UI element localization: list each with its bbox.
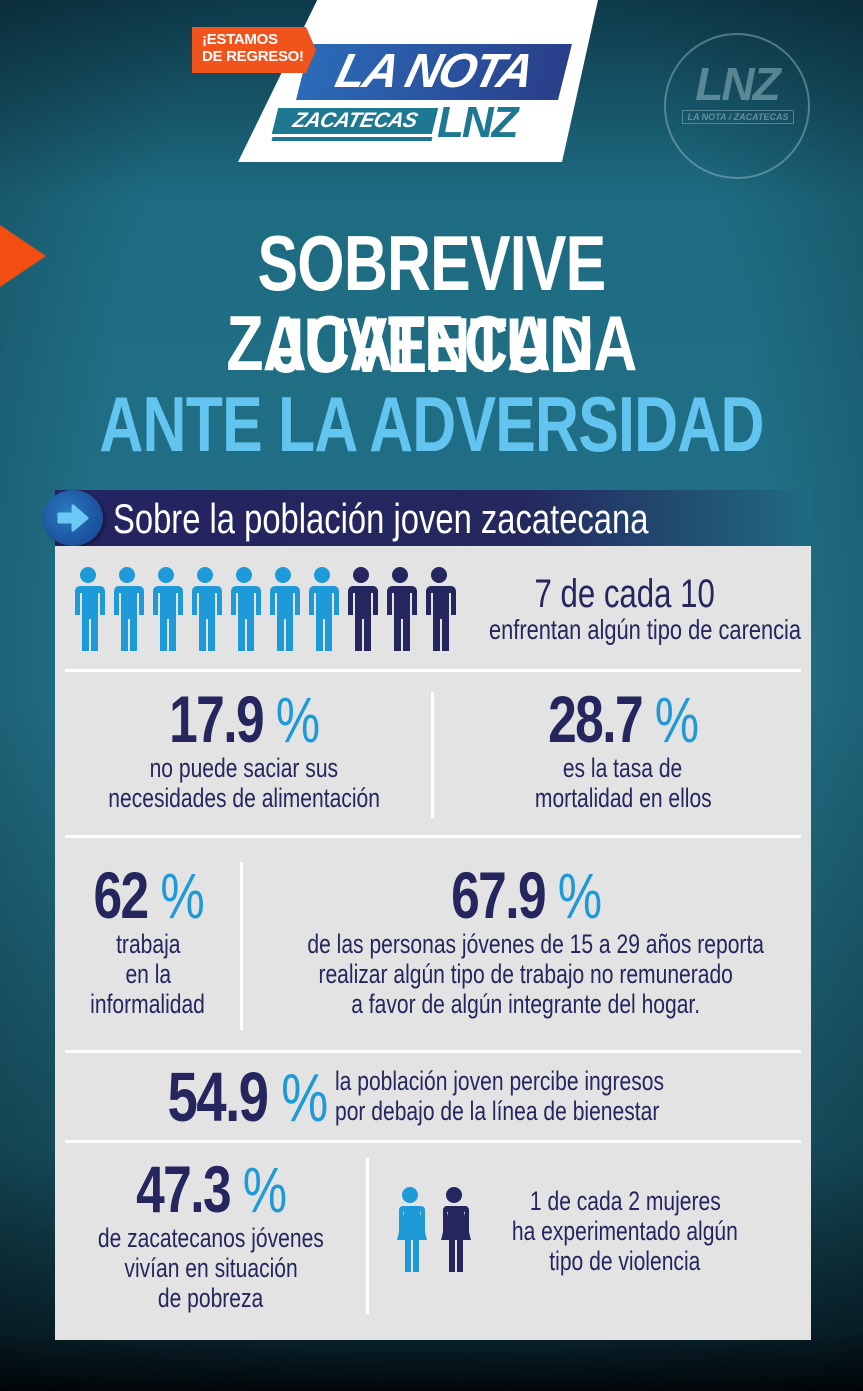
title-line-2: ZACATECANA: [226, 299, 637, 387]
divider: [65, 1050, 801, 1053]
person-icon: [309, 567, 339, 651]
stat-poverty-line1: de zacatecanos jóvenes: [98, 1223, 324, 1253]
section-header-bar: [55, 490, 811, 546]
person-icon: [114, 567, 144, 651]
badge-line-1: ¡ESTAMOS: [202, 31, 278, 48]
stat-income-line2: por debajo de la línea de bienestar: [335, 1096, 660, 1126]
woman-icon: [441, 1187, 471, 1272]
stat-mortality-line1: es la tasa de: [563, 753, 683, 783]
person-icon: [153, 567, 183, 651]
stat-informal-line1: trabaja: [115, 929, 181, 959]
stat-income-value: 54.9 %: [167, 1058, 328, 1136]
stat-poverty: 47.3 % de zacatecanos jóvenes vivían en …: [55, 1156, 367, 1313]
stat-informal: 62 % trabaja en la informalidad: [55, 862, 241, 1019]
stat-mortality: 28.7 % es la tasa de mortalidad en ellos: [435, 686, 811, 813]
stat-unpaid-value: 67.9 %: [451, 858, 602, 932]
stat-informal-line2: en la: [125, 959, 171, 989]
stat-poverty-line2: vivían en situación: [124, 1253, 298, 1283]
stat-violence-line3: tipo de violencia: [549, 1246, 701, 1276]
title-line-3: ANTE LA ADVERSIDAD: [99, 380, 764, 468]
brand-sub: ZACATECAS: [271, 108, 439, 134]
person-icon: [75, 567, 105, 651]
stat-income-text: la población joven percibe ingresos por …: [335, 1066, 735, 1126]
arrow-right-icon: [43, 490, 103, 546]
people-pictogram: [70, 566, 457, 654]
stat-unpaid-line1: de las personas jóvenes de 15 a 29 años …: [307, 929, 765, 959]
stat-food-value: 17.9 %: [169, 682, 320, 756]
watermark-sub: LA NOTA / ZACATECAS: [682, 110, 794, 124]
stat-poverty-value: 47.3 %: [136, 1152, 287, 1226]
divider: [431, 692, 434, 818]
woman-icon: [397, 1187, 427, 1272]
stat-food: 17.9 % no puede saciar sus necesidades d…: [55, 686, 433, 813]
person-icon: [270, 567, 300, 651]
divider: [65, 835, 801, 838]
stats-card: 7 de cada 10 enfrentan algún tipo de car…: [55, 546, 811, 1340]
stat-food-line2: necesidades de alimentación: [108, 783, 380, 813]
brand-main: LA NOTA: [330, 45, 538, 98]
brand-main-box: LA NOTA: [296, 44, 572, 100]
stat-poverty-line3: de pobreza: [158, 1283, 264, 1313]
stat-violence-line2: ha experimentado algún: [512, 1216, 738, 1246]
stat-violence-line1: 1 de cada 2 mujeres: [529, 1186, 721, 1216]
stat-food-line1: no puede saciar sus: [149, 753, 339, 783]
stat-people: 7 de cada 10 enfrentan algún tipo de car…: [445, 572, 805, 644]
person-icon: [348, 567, 378, 651]
stat-mortality-line2: mortalidad en ellos: [534, 783, 712, 813]
person-icon: [192, 567, 222, 651]
stat-unpaid-line2: realizar algún tipo de trabajo no remune…: [318, 959, 734, 989]
divider: [65, 1140, 801, 1143]
stat-people-headline: 7 de cada 10: [534, 572, 716, 616]
comeback-badge: ¡ESTAMOS DE REGRESO!: [192, 27, 316, 73]
divider: [65, 669, 801, 672]
person-icon: [231, 567, 261, 651]
divider: [366, 1158, 369, 1314]
stat-people-text: enfrentan algún tipo de carencia: [489, 614, 802, 645]
divider: [240, 862, 243, 1030]
stat-violence: 1 de cada 2 mujeres ha experimentado alg…: [475, 1186, 775, 1276]
stat-informal-value: 62 %: [93, 858, 204, 932]
lnz-watermark-logo: LNZ LA NOTA / ZACATECAS: [664, 33, 810, 179]
person-icon: [426, 567, 456, 651]
stat-unpaid: 67.9 % de las personas jóvenes de 15 a 2…: [243, 862, 809, 1019]
stat-income-value-block: 54.9 %: [145, 1062, 335, 1133]
stat-unpaid-line3: a favor de algún integrante del hogar.: [351, 989, 701, 1019]
stat-mortality-value: 28.7 %: [548, 682, 699, 756]
orange-triangle-icon: [0, 225, 46, 287]
badge-line-2: DE REGRESO!: [202, 48, 304, 65]
person-icon: [387, 567, 417, 651]
stat-informal-line3: informalidad: [90, 989, 206, 1019]
stat-income-line1: la población joven percibe ingresos: [335, 1066, 664, 1096]
title-line-1: SOBREVIVE JUVENTUD: [257, 219, 606, 389]
section-heading: Sobre la población joven zacatecana: [113, 495, 649, 542]
brand-underline: [271, 137, 433, 141]
watermark-short: LNZ: [695, 58, 780, 110]
brand-short: LNZ: [437, 98, 519, 147]
